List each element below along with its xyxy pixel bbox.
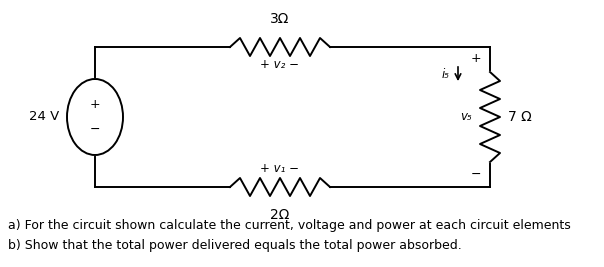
Text: +: +: [89, 99, 100, 112]
Text: 2Ω: 2Ω: [271, 208, 290, 222]
Text: −: −: [471, 167, 481, 180]
Text: a) For the circuit shown calculate the current, voltage and power at each circui: a) For the circuit shown calculate the c…: [8, 218, 571, 231]
Text: i₅: i₅: [442, 68, 450, 80]
Text: 7 Ω: 7 Ω: [508, 110, 532, 124]
Text: + v₁ −: + v₁ −: [260, 163, 300, 175]
Text: b) Show that the total power delivered equals the total power absorbed.: b) Show that the total power delivered e…: [8, 238, 461, 252]
Text: 24 V: 24 V: [29, 111, 59, 124]
Text: v₅: v₅: [460, 111, 472, 124]
Text: + v₂ −: + v₂ −: [260, 58, 300, 72]
Text: −: −: [90, 123, 100, 135]
Text: 3Ω: 3Ω: [271, 12, 290, 26]
Text: +: +: [471, 52, 481, 65]
